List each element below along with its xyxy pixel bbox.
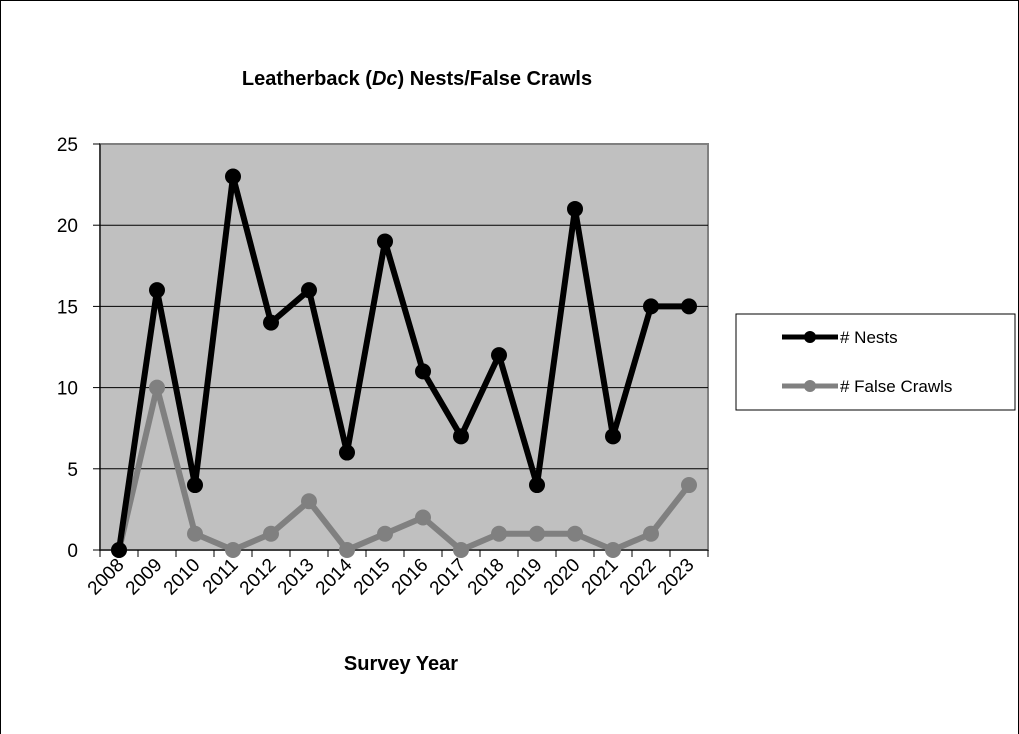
legend: # Nests # False Crawls (735, 313, 1016, 411)
data-point (453, 428, 469, 445)
x-tick-label: 2015 (350, 555, 395, 600)
data-point (377, 525, 393, 542)
series-layer (111, 168, 697, 558)
x-tick-label: 2009 (122, 555, 167, 600)
x-tick-label: 2016 (388, 555, 433, 600)
data-point (111, 542, 127, 558)
data-point (491, 525, 507, 542)
data-point (529, 525, 545, 542)
x-axis-title: Survey Year (344, 653, 458, 675)
x-tick-label: 2011 (199, 555, 243, 599)
chart-title: Leatherback (Dc) Nests/False Crawls (242, 68, 592, 90)
data-point (301, 493, 317, 510)
legend-swatch-marker (804, 380, 816, 392)
data-point (681, 298, 697, 315)
y-tick-label: 25 (57, 135, 78, 156)
x-tick-label: 2014 (312, 554, 357, 599)
data-point (187, 525, 203, 542)
data-point (605, 428, 621, 445)
legend-swatch-marker (804, 331, 816, 343)
y-tick-label: 0 (67, 541, 78, 562)
chart-title-italic: Dc (372, 68, 398, 90)
data-point (263, 525, 279, 542)
y-tick-label: 5 (67, 460, 78, 481)
legend-label: # False Crawls (840, 377, 952, 396)
data-point (149, 282, 165, 299)
legend-box (735, 313, 1016, 411)
x-tick-label: 2020 (540, 555, 585, 600)
legend-item: # False Crawls (782, 377, 952, 396)
data-point (301, 282, 317, 299)
x-tick-label: 2021 (578, 555, 623, 600)
x-tick-label: 2017 (426, 555, 471, 600)
data-point (605, 542, 621, 558)
y-tick-label: 10 (57, 379, 78, 400)
data-point (415, 509, 431, 526)
y-axis: 0 5 10 15 20 25 (57, 135, 101, 562)
data-point (225, 168, 241, 185)
data-point (225, 542, 241, 558)
chart-title-suffix: ) Nests/False Crawls (398, 68, 593, 90)
data-point (643, 525, 659, 542)
series-nests (111, 168, 697, 558)
legend-label: # Nests (840, 328, 898, 347)
x-tick-label: 2010 (160, 555, 205, 600)
data-point (681, 477, 697, 494)
series-line (116, 173, 689, 551)
data-point (453, 542, 469, 558)
x-tick-label: 2022 (616, 555, 661, 600)
legend-item: # Nests (782, 328, 898, 347)
series-line (116, 384, 692, 553)
y-tick-label: 20 (57, 216, 78, 237)
chart-title-prefix: Leatherback ( (242, 68, 372, 90)
x-tick-label: 2019 (502, 555, 547, 600)
data-point (567, 200, 583, 217)
data-point (149, 379, 165, 396)
data-point (529, 477, 545, 494)
data-point (567, 525, 583, 542)
data-point (339, 542, 355, 558)
data-point (263, 314, 279, 331)
x-tick-label: 2013 (274, 555, 319, 600)
y-tick-label: 15 (57, 297, 78, 318)
data-point (339, 444, 355, 461)
data-point (491, 347, 507, 364)
x-tick-label: 2012 (236, 555, 281, 600)
x-tick-label: 2008 (84, 555, 129, 600)
data-point (187, 477, 203, 494)
data-point (415, 363, 431, 380)
data-point (377, 233, 393, 250)
data-point (643, 298, 659, 315)
x-tick-label: 2023 (654, 555, 699, 600)
x-tick-label: 2018 (464, 555, 509, 600)
